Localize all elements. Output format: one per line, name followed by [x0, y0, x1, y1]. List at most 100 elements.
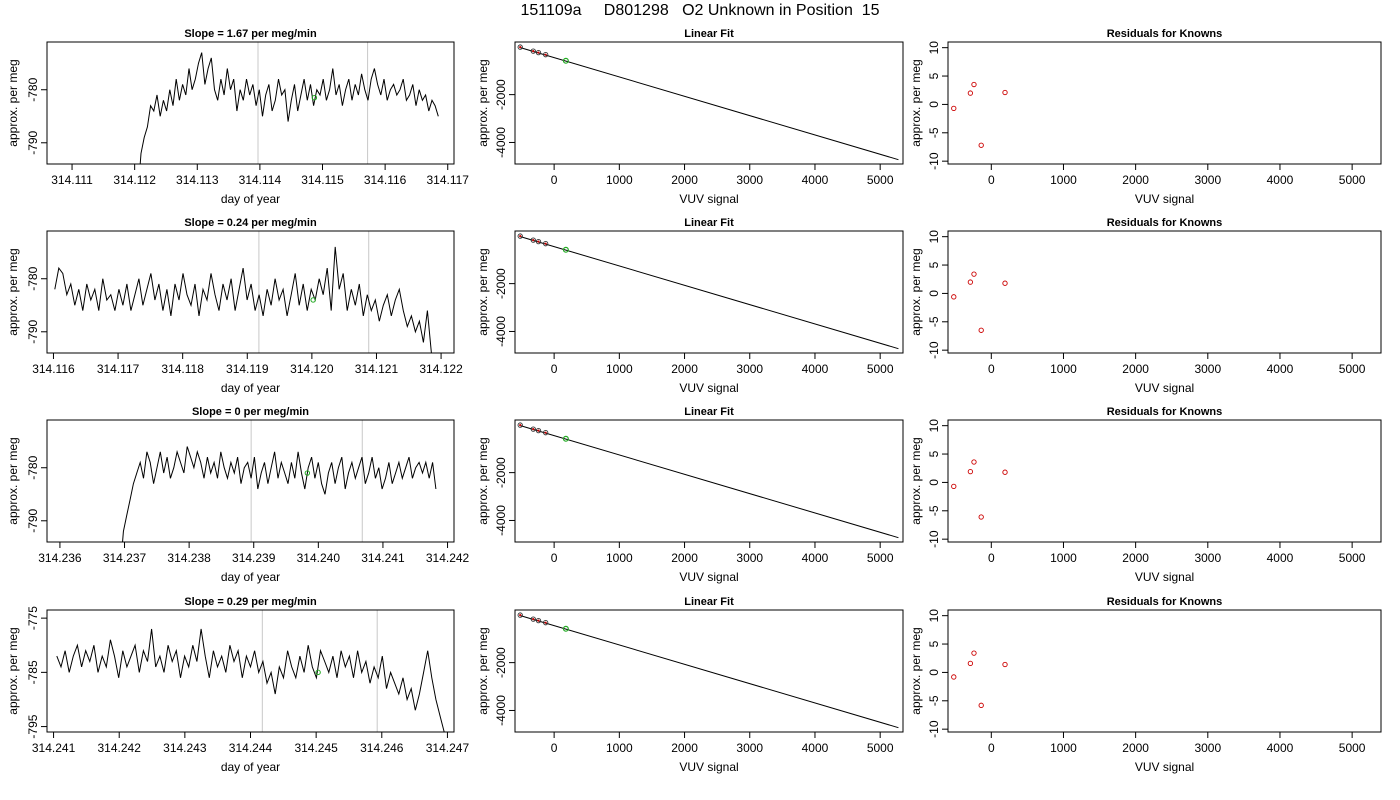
known-point-center	[544, 431, 547, 434]
x-tick-label: 5000	[1339, 741, 1366, 755]
x-tick-label: 0	[551, 741, 558, 755]
panel-title: Residuals for Knowns	[1107, 596, 1223, 608]
panel-title: Linear Fit	[684, 406, 734, 418]
known-point	[535, 427, 542, 434]
plot-frame	[46, 41, 455, 165]
plot-frame	[947, 419, 1382, 543]
x-axis-label: VUV signal	[679, 760, 738, 774]
x-tick-label: 2000	[671, 741, 698, 755]
x-tick-label: 314.120	[290, 362, 334, 376]
known-point	[542, 430, 549, 436]
x-axis-label: VUV signal	[679, 192, 738, 206]
x-tick-label: 314.117	[426, 173, 469, 187]
y-tick-label: -775	[26, 606, 40, 630]
y-tick-label: -4000	[494, 316, 508, 347]
known-point	[517, 233, 523, 239]
known-point-center	[537, 429, 540, 432]
x-tick-label: 314.241	[361, 551, 405, 565]
known-point-center	[537, 619, 540, 622]
x-tick-label: 0	[988, 741, 995, 755]
panel-title: Linear Fit	[684, 596, 734, 608]
residual-point	[971, 271, 977, 277]
x-axis-label: VUV signal	[1135, 760, 1194, 774]
plot-frame	[514, 609, 904, 733]
x-tick-label: 4000	[1267, 173, 1294, 187]
x-tick-label: 2000	[671, 551, 698, 565]
panel-title: Linear Fit	[684, 28, 734, 40]
plot-area	[951, 459, 1008, 520]
known-point-center	[519, 234, 522, 238]
residual-point	[971, 459, 977, 465]
x-tick-label: 5000	[1339, 551, 1366, 565]
known-point-center	[532, 238, 535, 242]
x-tick-label: 2000	[1122, 551, 1149, 565]
x-tick-label: 3000	[1194, 551, 1221, 565]
known-point	[542, 620, 549, 626]
plot-frame	[46, 419, 455, 543]
x-axis-label: VUV signal	[1135, 381, 1194, 395]
y-tick-label: 10	[927, 609, 941, 623]
known-point	[535, 617, 542, 624]
plot-area	[951, 81, 1008, 148]
residual-point	[1002, 89, 1008, 96]
x-axis-label: day of year	[221, 381, 280, 395]
x-tick-label: 4000	[802, 362, 829, 376]
plot-area	[517, 612, 899, 729]
x-tick-label: 3000	[1194, 362, 1221, 376]
residual-point	[967, 660, 974, 666]
x-tick-label: 1000	[606, 741, 633, 755]
y-tick-label: -5	[927, 316, 941, 327]
x-tick-label: 314.121	[355, 362, 399, 376]
y-tick-label: -790	[26, 130, 40, 154]
y-axis-label: approx. per meg	[476, 59, 490, 146]
plot-area	[951, 271, 1008, 333]
plot-area	[517, 422, 899, 539]
x-tick-label: 3000	[736, 551, 763, 565]
x-tick-label: 314.242	[426, 551, 470, 565]
y-tick-label: -785	[26, 660, 40, 684]
y-tick-label: 5	[927, 72, 941, 79]
x-tick-label: 314.243	[163, 741, 207, 755]
y-tick-label: -790	[26, 508, 40, 532]
y-tick-label: -4000	[494, 127, 508, 158]
x-tick-label: 314.237	[103, 551, 147, 565]
x-tick-label: 4000	[1267, 362, 1294, 376]
x-tick-label: 314.116	[364, 173, 407, 187]
plot-area	[139, 42, 439, 164]
panel-title: Slope = 0 per meg/min	[192, 406, 309, 418]
y-axis-label: approx. per meg	[476, 248, 490, 335]
residual-point	[951, 105, 957, 112]
panel-resid-4: Residuals for Knowns 0 1000 2000 3000 4000 500…	[909, 596, 1382, 774]
y-tick-label: 10	[927, 41, 941, 55]
x-tick-label: 1000	[1050, 741, 1077, 755]
x-tick-label: 314.240	[297, 551, 341, 565]
panel-title: Slope = 0.29 per meg/min	[184, 596, 317, 608]
x-tick-label: 314.238	[167, 551, 211, 565]
residual-point	[978, 327, 984, 333]
y-tick-label: -5	[927, 695, 941, 706]
residual-point	[967, 90, 974, 96]
x-tick-label: 5000	[867, 741, 894, 755]
fit-line	[519, 424, 899, 539]
y-tick-label: 5	[927, 640, 941, 647]
y-tick-label: -790	[26, 319, 40, 343]
y-axis-label: approx. per meg	[6, 59, 20, 146]
x-tick-label: 314.247	[426, 741, 470, 755]
known-point	[530, 237, 536, 243]
plot-area	[517, 233, 899, 350]
x-axis-label: VUV signal	[679, 381, 738, 395]
panel-resid-1: Residuals for Knowns 0 1000 2000 3000 4000 500…	[909, 28, 1382, 206]
x-axis-label: VUV signal	[679, 570, 738, 584]
y-tick-label: -2000	[494, 457, 508, 488]
x-tick-label: 314.119	[226, 362, 269, 376]
x-tick-label: 314.242	[98, 741, 142, 755]
x-tick-label: 0	[988, 551, 995, 565]
x-tick-label: 314.239	[232, 551, 276, 565]
x-tick-label: 5000	[1339, 362, 1366, 376]
plot-frame	[514, 41, 904, 165]
panel-fit-3: Linear Fit 0 1000 2000 3000 4000 5000 -2000 -400…	[476, 406, 904, 584]
y-axis-label: approx. per meg	[6, 627, 20, 714]
x-tick-label: 1000	[606, 551, 633, 565]
x-axis-label: day of year	[221, 570, 280, 584]
y-tick-label: 0	[927, 101, 941, 108]
